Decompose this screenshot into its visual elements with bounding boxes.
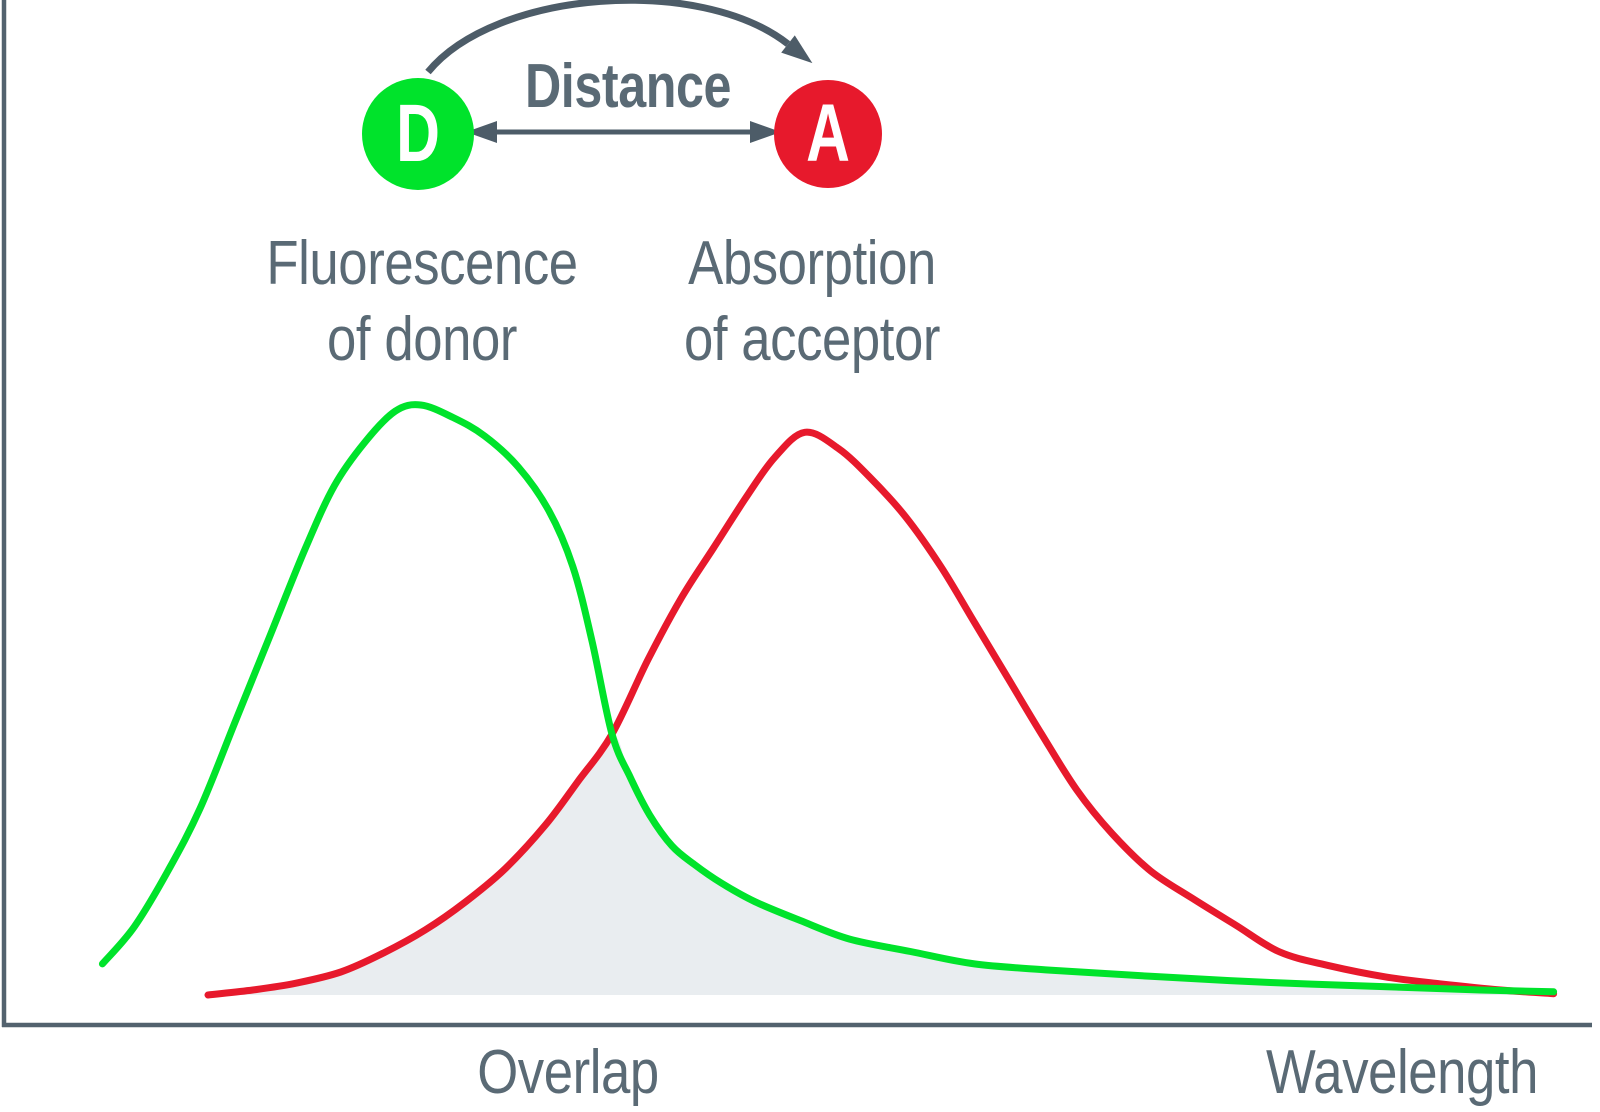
distance-label: Distance bbox=[524, 52, 732, 121]
acceptor-absorption-curve bbox=[204, 428, 1558, 999]
donor-circle bbox=[362, 78, 474, 190]
acceptor-caption-line1: Absorption bbox=[688, 229, 936, 298]
overlap-area bbox=[208, 734, 1554, 995]
wavelength-label: Wavelength bbox=[1265, 1038, 1539, 1107]
acceptor-caption: Absorption of acceptor bbox=[642, 226, 982, 378]
overlap-label: Overlap bbox=[477, 1038, 659, 1107]
acceptor-caption-line2: of acceptor bbox=[683, 305, 941, 374]
acceptor-symbol: A bbox=[806, 88, 850, 179]
acceptor-circle bbox=[774, 80, 882, 188]
donor-emission-curve bbox=[98, 401, 1558, 996]
donor-symbol: D bbox=[396, 88, 440, 179]
donor-caption-line1: Fluorescence bbox=[266, 229, 578, 298]
donor-caption-line2: of donor bbox=[326, 305, 517, 374]
energy-transfer-arrow-icon bbox=[425, 0, 813, 75]
donor-caption: Fluorescence of donor bbox=[252, 226, 592, 378]
